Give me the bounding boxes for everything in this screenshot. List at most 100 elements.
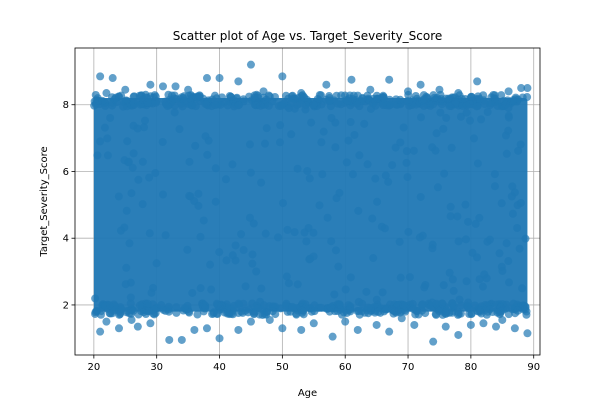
outlier-point (121, 85, 130, 94)
data-point (145, 229, 154, 238)
data-point (473, 159, 482, 168)
data-point (508, 96, 517, 105)
data-point (380, 224, 389, 233)
outlier-point (410, 320, 419, 329)
data-point (258, 310, 267, 319)
data-point (396, 138, 405, 147)
data-point (315, 201, 324, 210)
outlier-point (347, 75, 356, 84)
outlier-point (278, 324, 287, 333)
data-point (290, 228, 299, 237)
outlier-point (146, 80, 155, 89)
x-tick-label: 20 (87, 362, 100, 373)
data-point (106, 113, 115, 122)
data-point (246, 168, 255, 177)
data-point (116, 226, 125, 235)
data-point (464, 298, 473, 307)
data-point (369, 254, 378, 263)
outlier-point (429, 337, 438, 346)
data-point (346, 118, 355, 127)
outlier-point (523, 84, 532, 93)
data-point (235, 301, 244, 310)
data-point (170, 108, 179, 117)
data-point (430, 93, 439, 102)
outlier-point (510, 324, 519, 333)
data-point (293, 280, 302, 289)
data-point (135, 301, 144, 310)
data-point (195, 92, 204, 101)
data-point (461, 200, 470, 209)
data-point (117, 305, 126, 314)
data-point (442, 113, 451, 122)
data-point (256, 101, 265, 110)
data-point (508, 209, 517, 218)
data-point (129, 149, 138, 158)
data-point (462, 277, 471, 286)
data-point (448, 275, 457, 284)
data-point (490, 170, 499, 179)
outlier-point (265, 315, 274, 324)
data-point (404, 97, 413, 106)
data-point (125, 239, 134, 248)
data-point (228, 160, 237, 169)
data-point (241, 282, 250, 291)
ticks: 20 30 40 50 60 70 80 90 2 4 6 8 (63, 100, 540, 373)
data-point (505, 278, 514, 287)
data-point (221, 175, 230, 184)
data-point (439, 124, 448, 133)
data-point (344, 136, 353, 145)
data-point (387, 305, 396, 314)
data-point (379, 94, 388, 103)
data-point (167, 97, 176, 106)
data-point (185, 308, 194, 317)
data-point (140, 116, 149, 125)
data-point (480, 100, 489, 109)
data-point (446, 202, 455, 211)
data-point (501, 100, 510, 109)
outlier-point (202, 74, 211, 83)
data-point (330, 290, 339, 299)
data-point (237, 230, 246, 239)
data-point (133, 124, 142, 133)
data-point (130, 92, 139, 101)
outlier-point (517, 84, 526, 93)
data-point (431, 146, 440, 155)
data-point (114, 192, 123, 201)
data-point (254, 304, 263, 313)
data-point (358, 94, 367, 103)
data-point (302, 237, 311, 246)
data-point (287, 130, 296, 139)
data-point (451, 98, 460, 107)
data-point (317, 138, 326, 147)
outlier-point (523, 329, 532, 338)
data-point (354, 297, 363, 306)
data-point (293, 164, 302, 173)
data-point (331, 143, 340, 152)
outlier-point (353, 325, 362, 334)
data-point (128, 163, 137, 172)
data-point (119, 102, 128, 111)
data-point (433, 183, 442, 192)
data-point (504, 126, 513, 135)
x-tick-label: 50 (276, 362, 289, 373)
data-point (336, 305, 345, 314)
data-point (234, 309, 243, 318)
data-point (515, 244, 524, 253)
data-point (467, 310, 476, 319)
outlier-point (215, 74, 224, 83)
outlier-point (127, 315, 136, 324)
data-point (447, 143, 456, 152)
data-point (396, 273, 405, 282)
data-point (462, 108, 471, 117)
data-point (475, 213, 484, 222)
outlier-point (309, 319, 318, 328)
data-point (471, 219, 480, 228)
data-point (207, 285, 216, 294)
data-point (211, 101, 220, 110)
y-tick-label: 6 (63, 167, 69, 178)
data-point (90, 97, 99, 106)
data-point (91, 294, 100, 303)
data-point (178, 102, 187, 111)
data-point (483, 108, 492, 117)
data-point (360, 119, 369, 128)
